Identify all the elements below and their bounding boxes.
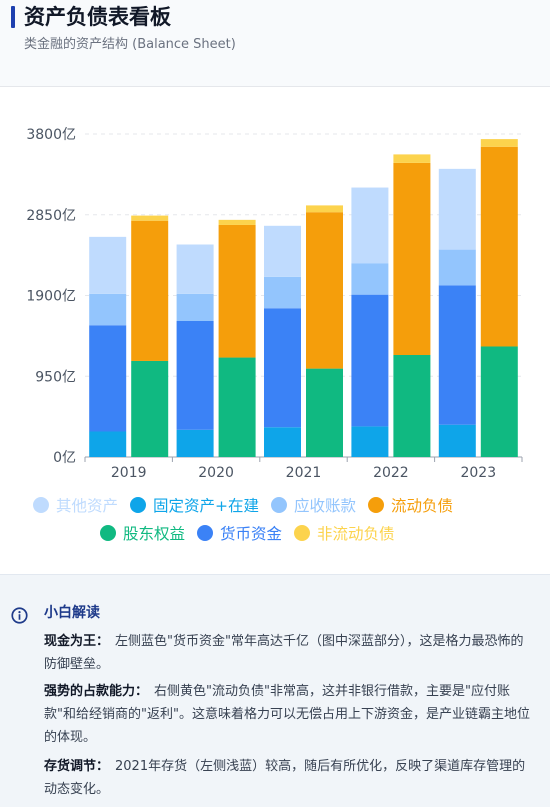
paragraph-text: 右侧黄色"流动负债"非常高，这并非银行借款，主要是"应付账款"和给经销商的"返利… [44, 684, 530, 745]
explanation-paragraph: 强势的占款能力： 右侧黄色"流动负债"非常高，这并非银行借款，主要是"应付账款"和… [44, 680, 534, 749]
bar-segment-流动负债 [306, 212, 343, 369]
legend-item[interactable]: 流动负债 [368, 494, 453, 516]
explanation-paragraph: 存货调节： 2021年存货（左侧浅蓝）较高，随后有所优化，反映了渠道库存管理的动态… [44, 755, 534, 801]
legend-swatch [33, 497, 49, 513]
legend-label: 应收账款 [294, 497, 357, 515]
legend-item[interactable]: 股东权益 [100, 522, 185, 544]
bar-segment-股东权益 [306, 368, 343, 457]
x-tick-label: 2021 [286, 465, 322, 481]
bar-segment-货币资金 [264, 308, 301, 428]
legend-item[interactable]: 固定资产+在建 [130, 494, 259, 516]
bar-segment-流动负债 [131, 220, 169, 361]
legend-row: 股东权益 货币资金 非流动负债 [100, 522, 407, 544]
legend-item[interactable]: 其他资产 [33, 494, 118, 516]
bar-segment-应收账款 [351, 263, 389, 295]
bar-segment-固定资产+在建 [89, 431, 127, 457]
y-tick-label: 950亿 [35, 369, 76, 385]
page-subtitle: 类金融的资产结构 (Balance Sheet) [24, 37, 236, 52]
legend-swatch [130, 497, 147, 513]
legend-item[interactable]: 应收账款 [271, 494, 356, 516]
legend-item[interactable]: 非流动负债 [294, 522, 395, 544]
legend-label: 固定资产+在建 [153, 497, 260, 515]
bar-segment-货币资金 [89, 325, 127, 432]
x-tick-label: 2020 [198, 465, 234, 481]
legend-item[interactable]: 货币资金 [197, 522, 282, 544]
bar-segment-应收账款 [176, 293, 214, 321]
paragraph-label: 强势的占款能力： [44, 684, 149, 699]
explanation-panel: 小白解读 现金为王： 左侧蓝色"货币资金"常年高达千亿（图中深蓝部分），这是格力最… [0, 574, 550, 807]
bar-segment-其他资产 [351, 187, 389, 264]
bar-segment-应收账款 [438, 249, 476, 286]
y-tick-label: 1900亿 [26, 289, 76, 305]
bar-segment-固定资产+在建 [438, 424, 476, 457]
page-title: 资产负债表看板 [24, 5, 171, 29]
paragraph-label: 现金为王： [44, 634, 110, 649]
bar-segment-固定资产+在建 [264, 427, 301, 457]
legend-label: 非流动负债 [317, 525, 395, 543]
paragraph-text: 左侧蓝色"货币资金"常年高达千亿（图中深蓝部分），这是格力最恐怖的防御壁垒。 [44, 634, 524, 672]
info-icon [11, 607, 28, 624]
y-tick-label: 3800亿 [26, 127, 76, 143]
bar-segment-非流动负债 [393, 154, 431, 163]
x-tick-label: 2019 [111, 465, 147, 481]
bar-segment-其他资产 [89, 236, 127, 294]
bar-segment-非流动负债 [131, 215, 169, 221]
paragraph-text: 2021年存货（左侧浅蓝）较高，随后有所优化，反映了渠道库存管理的动态变化。 [44, 759, 526, 797]
bar-segment-货币资金 [438, 285, 476, 425]
bar-segment-应收账款 [89, 293, 127, 326]
y-tick-label: 2850亿 [26, 208, 76, 224]
legend-row: 其他资产 固定资产+在建 应收账款 流动负债 [33, 494, 465, 516]
legend-swatch [368, 497, 385, 513]
explanation-paragraph: 现金为王： 左侧蓝色"货币资金"常年高达千亿（图中深蓝部分），这是格力最恐怖的防御… [44, 630, 534, 676]
bar-segment-货币资金 [176, 321, 214, 430]
x-tick-label: 2023 [460, 465, 496, 481]
bar-segment-其他资产 [264, 225, 301, 277]
explanation-title: 小白解读 [44, 605, 100, 621]
bar-segment-股东权益 [480, 346, 518, 457]
bar-segment-固定资产+在建 [351, 426, 389, 457]
bar-segment-股东权益 [131, 360, 169, 457]
legend-label: 其他资产 [56, 497, 119, 515]
bar-segment-流动负债 [218, 224, 256, 358]
x-tick-label: 2022 [373, 465, 409, 481]
y-tick-label: 0亿 [53, 450, 76, 466]
bar-segment-非流动负债 [306, 205, 343, 213]
bar-segment-其他资产 [176, 244, 214, 294]
paragraph-label: 存货调节： [44, 759, 110, 774]
bar-segment-股东权益 [218, 357, 256, 457]
legend-label: 流动负债 [391, 497, 454, 515]
legend-swatch [271, 497, 288, 513]
legend-swatch [197, 525, 214, 541]
legend-swatch [294, 525, 311, 541]
bar-segment-非流动负债 [218, 219, 256, 225]
legend-label: 股东权益 [123, 525, 186, 543]
legend-label: 货币资金 [220, 525, 283, 543]
title-accent-bar [11, 6, 15, 28]
bar-segment-流动负债 [480, 146, 518, 347]
bar-segment-其他资产 [438, 168, 476, 250]
header-divider [0, 86, 550, 87]
bar-segment-固定资产+在建 [176, 429, 214, 457]
bar-segment-货币资金 [351, 294, 389, 427]
balance-sheet-chart: 0亿 950亿 1900亿 2850亿 3800亿 2019 2020 2021 2022 202… [26, 127, 523, 481]
bar-segment-流动负债 [393, 162, 431, 355]
header: 资产负债表看板 类金融的资产结构 (Balance Sheet) [0, 0, 550, 86]
bar-segment-应收账款 [264, 276, 301, 309]
bar-segment-非流动负债 [480, 139, 518, 147]
legend-swatch [100, 525, 116, 541]
bar-segment-股东权益 [393, 355, 431, 457]
